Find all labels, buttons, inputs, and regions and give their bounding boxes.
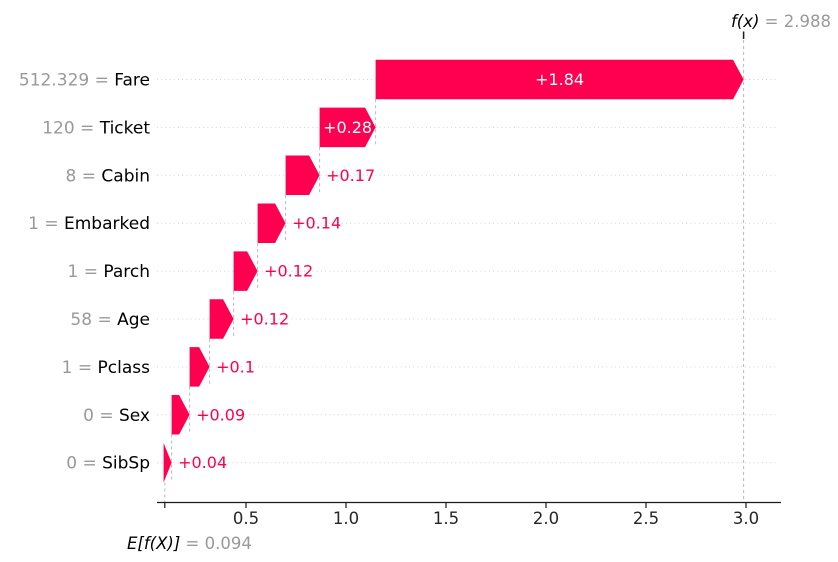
x-tick-label: 2.0 [533, 509, 559, 528]
feature-row-label: 120 = Ticket [42, 118, 150, 138]
feature-row-label: 8 = Cabin [66, 166, 150, 186]
feature-row-label: 0 = SibSp [66, 454, 150, 474]
feature-row-label: 1 = Parch [67, 262, 150, 282]
feature-row-label: 512.329 = Fare [19, 71, 150, 91]
fx-annotation: f(x) = 2.988 [731, 12, 831, 31]
base-annotation: E[f(X)] = 0.094 [127, 534, 252, 553]
bar-pclass [189, 347, 210, 387]
x-tick-label: 0.5 [233, 509, 259, 528]
bar-sibsp [163, 442, 172, 483]
feature-row-label: 58 = Age [70, 310, 150, 330]
bar-age [209, 299, 234, 339]
value-label: +0.09 [196, 405, 245, 424]
feature-row-label: 1 = Embarked [28, 214, 150, 234]
feature-row-label: 0 = Sex [83, 406, 150, 426]
value-label: +0.14 [292, 214, 341, 233]
x-tick-label: 2.5 [633, 509, 659, 528]
value-label: +0.1 [216, 357, 255, 376]
value-label: +0.04 [178, 453, 227, 472]
x-tick-label: 1.0 [333, 509, 359, 528]
value-label: +0.12 [264, 262, 313, 281]
value-label: +0.17 [326, 166, 375, 185]
bar-fare [375, 59, 744, 100]
value-label: +0.12 [240, 310, 289, 329]
bar-ticket [319, 107, 376, 148]
bar-parch [233, 251, 258, 291]
feature-row-label: 1 = Pclass [62, 358, 150, 378]
value-label: +1.84 [535, 70, 584, 89]
bar-sex [171, 395, 190, 435]
bar-cabin [285, 155, 320, 196]
x-tick-label: 1.5 [433, 509, 459, 528]
value-label: +0.28 [323, 118, 372, 137]
x-tick-label: 3.0 [733, 509, 759, 528]
bar-embarked [257, 203, 286, 243]
